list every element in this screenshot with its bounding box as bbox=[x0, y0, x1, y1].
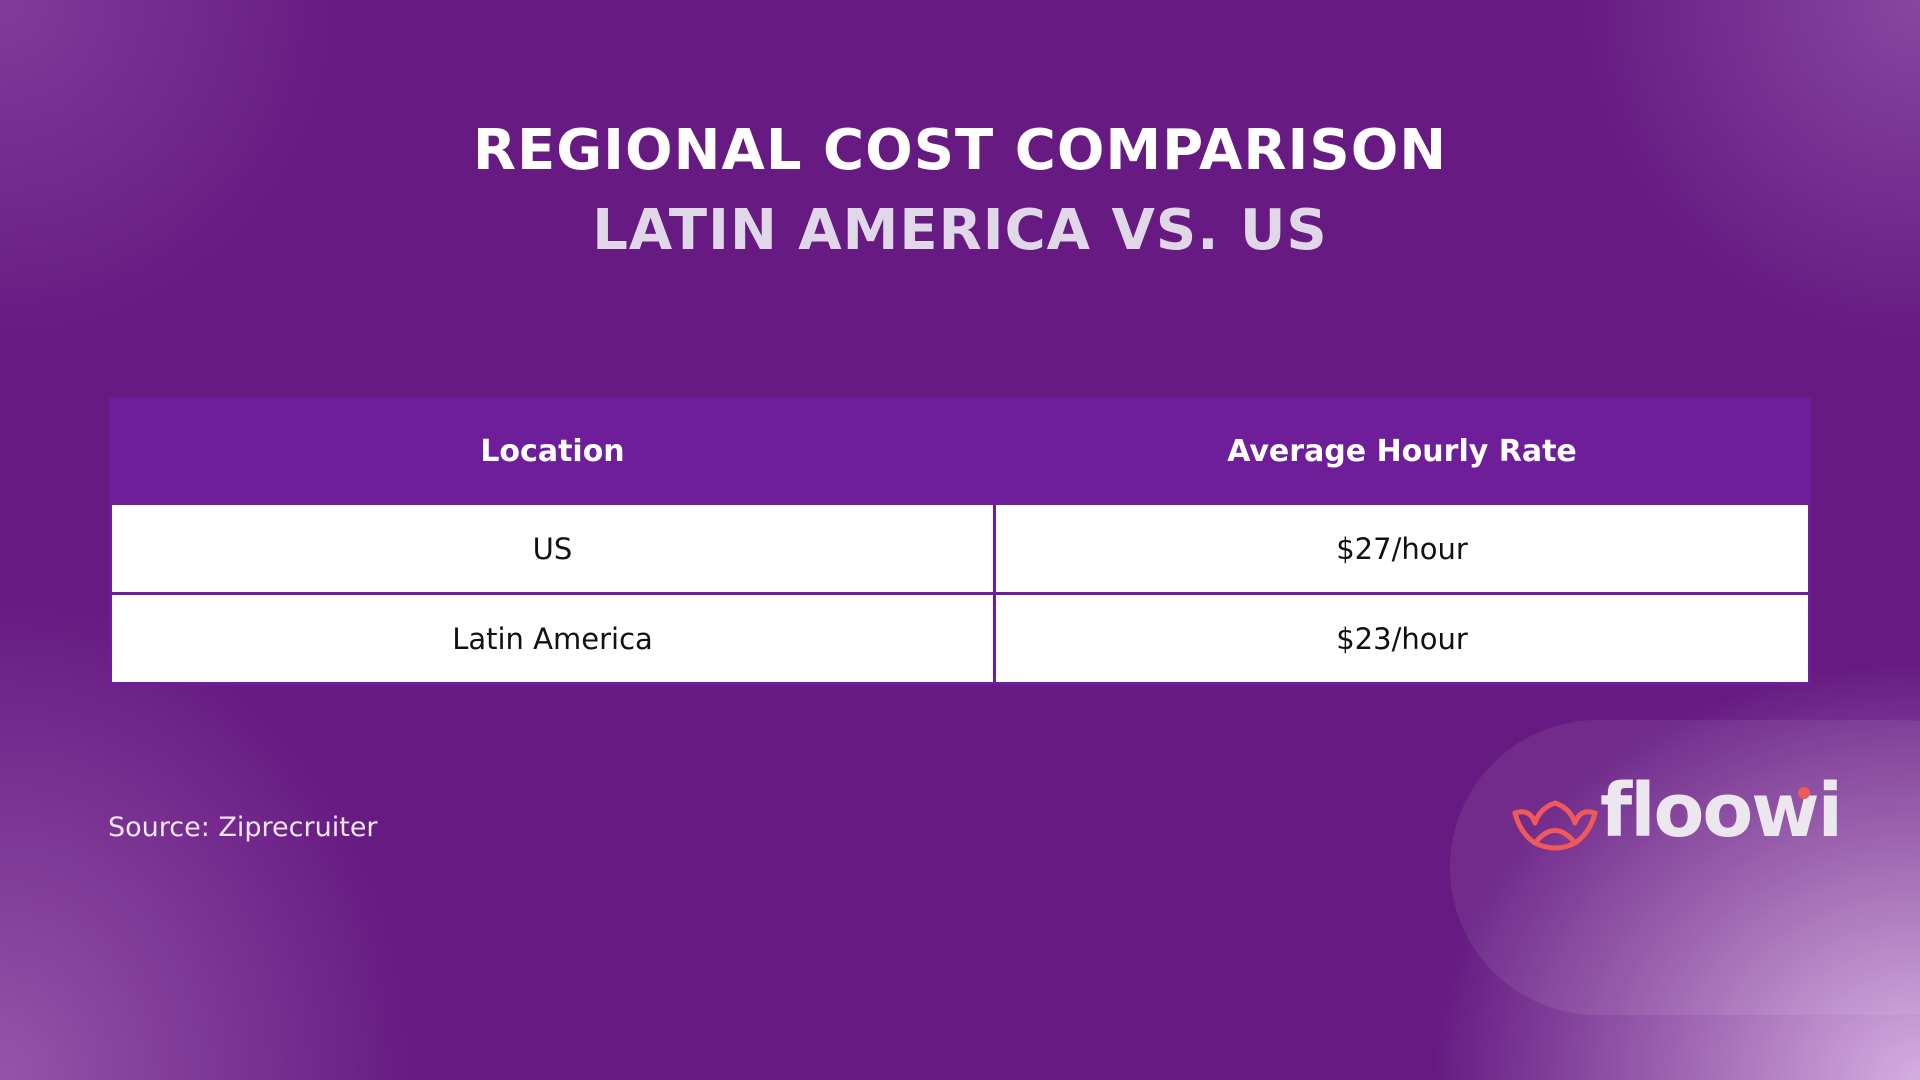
column-header: Location bbox=[109, 397, 996, 505]
table-cell: Latin America bbox=[109, 592, 996, 685]
table-cell: US bbox=[109, 502, 996, 595]
logo-dot bbox=[1798, 787, 1810, 799]
header-row: Location Average Hourly Rate bbox=[109, 397, 1811, 505]
table-row: Latin America $23/hour bbox=[109, 592, 1811, 685]
table: Location Average Hourly Rate US $27/hour La… bbox=[109, 397, 1811, 685]
source: Source: Ziprecruiter bbox=[108, 812, 378, 843]
table-row: US $27/hour bbox=[109, 502, 1811, 595]
decor-shape bbox=[1450, 720, 1920, 1015]
logo-icon bbox=[1512, 800, 1598, 851]
table-cell: $27/hour bbox=[993, 502, 1811, 595]
table-cell: $23/hour bbox=[993, 592, 1811, 685]
logo-text: floowi bbox=[1600, 768, 1843, 854]
table-body: US $27/hour Latin America $23/hour bbox=[109, 502, 1811, 685]
title: REGIONAL COST COMPARISON bbox=[472, 118, 1448, 183]
subtitle: LATIN AMERICA VS. US bbox=[592, 198, 1328, 263]
logo: floowi bbox=[1510, 768, 1843, 854]
column-header: Average Hourly Rate bbox=[993, 397, 1811, 505]
